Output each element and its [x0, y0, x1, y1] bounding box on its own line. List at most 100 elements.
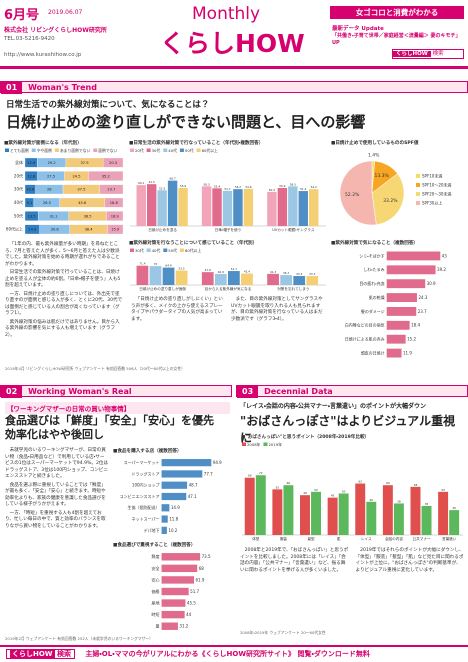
- legend-label: 40代: [152, 248, 161, 253]
- value-label: 62: [358, 480, 362, 484]
- legend-label: 60代以上: [202, 148, 218, 153]
- value-label: 20.3: [109, 161, 117, 165]
- category-label: 量: [156, 623, 160, 629]
- bar: [161, 622, 178, 630]
- value-label: 55.9: [279, 184, 285, 188]
- legend-swatch: [163, 248, 168, 252]
- value-label: 23.7: [107, 188, 115, 192]
- paragraph: 食品を選ぶ際に重視していることでは「鮮度」が最も多く、「安全」「安心」と続きます…: [5, 482, 106, 508]
- bar: [280, 275, 293, 285]
- bar: [283, 485, 294, 535]
- bar: [162, 267, 175, 285]
- value-label: 24.3: [418, 295, 427, 300]
- value-label: 60: [287, 481, 291, 485]
- bar-segment: [88, 171, 124, 181]
- paragraph: 2008年と2019年で、「おばさんっぽい」と思うポイントを比較しました。200…: [240, 548, 349, 573]
- value-label: 51.7: [224, 187, 230, 191]
- category-label: 鮮度: [152, 553, 160, 559]
- value-label: 51.4: [300, 187, 306, 191]
- legend-label: あまり面倒でない: [60, 148, 91, 153]
- value-label: 31.2: [179, 624, 188, 629]
- value-label: 14.9: [28, 228, 37, 232]
- legend-label: SPF20〜30未満: [422, 191, 451, 197]
- bar: [161, 610, 185, 619]
- update-text: 「共働き・子育て世帯／家庭経営＜流量編＞ 妻のキモチ」UP: [332, 33, 461, 46]
- bar: [393, 503, 404, 535]
- legend-label: SPF30以上: [422, 200, 442, 206]
- bar: [277, 187, 288, 226]
- bar: [167, 180, 178, 226]
- value-label: 37.9: [81, 161, 90, 165]
- bar: [386, 251, 441, 261]
- category-label: 時短: [152, 611, 160, 617]
- chart: ■食品を購入する店（複数回答） スーパーマーケット 94.9 ドラッグストア 77.7 1…: [113, 447, 222, 534]
- body-text: 「日焼け止めの塗り直しがしにくい」という声が多く、メイクの上から使えるスプレータ…: [131, 297, 325, 325]
- footer-search[interactable]: くらしHOW 検索: [6, 649, 75, 659]
- value-label: 71.4: [139, 262, 145, 266]
- category-label: 対策を忘れてしまう: [277, 286, 309, 291]
- subheading: 「レイス・会話の内容・公共マナー・言葉遣い」のポイントが大幅ダウン: [240, 403, 426, 410]
- bar: [161, 515, 168, 523]
- legend-swatch: [54, 148, 59, 152]
- headline: "おばさんっぽさ"はよりビジュアル重視に: [240, 414, 456, 445]
- bar: [175, 270, 188, 285]
- category-label: 公共マナー: [413, 536, 431, 541]
- category-label: ネットスーパー: [132, 515, 160, 521]
- value-label: 58: [414, 483, 418, 487]
- chart-title: ■日焼け止めで使用しているもののSPF値: [331, 139, 419, 146]
- brand: くらしHOW: [160, 29, 305, 58]
- bar: [161, 553, 201, 561]
- category-label: デパ地下: [144, 527, 160, 533]
- value-label: 47.6: [205, 268, 211, 272]
- category-label: 会話の内容: [385, 536, 403, 541]
- category-label: しわ・たるみ: [363, 266, 384, 272]
- value-label: 48.7: [189, 483, 198, 488]
- value-label: 16.9: [111, 214, 120, 218]
- value-label: 40: [370, 498, 374, 502]
- headline: 食品選びは「鮮度」「安全」「安心」を優先 効率化はやや後回し: [5, 414, 214, 442]
- category-label: シミ・そばかす: [359, 252, 384, 258]
- legend-swatch: [31, 148, 36, 152]
- legend-label: やや面倒: [37, 148, 52, 153]
- value-label: 52.2%: [345, 192, 360, 198]
- category-label: 肌: [337, 536, 341, 541]
- bar: [161, 564, 198, 573]
- bar: [161, 492, 187, 501]
- value-label: 12.6: [27, 161, 36, 165]
- value-label: 30.9: [427, 281, 436, 286]
- legend-swatch: [93, 148, 98, 152]
- value-label: 14.9: [171, 505, 180, 510]
- url: http://www.kurashihow.co.jp: [4, 52, 82, 58]
- body-text: 未就学児のいるワーキングマザーが、日常の買い物（食品・日用品など）で利用している…: [5, 448, 109, 532]
- value-label: 50: [342, 490, 346, 494]
- section-number: 03: [237, 386, 259, 398]
- category-label: 言葉遣い: [442, 536, 457, 541]
- bar: [157, 190, 167, 226]
- bar: [161, 481, 188, 489]
- bar: [255, 475, 266, 535]
- bar: [338, 493, 349, 535]
- search-box[interactable]: くらしHOW 検索: [392, 49, 464, 59]
- value-label: 40.9: [218, 270, 224, 274]
- bar: [267, 273, 279, 285]
- section-number: 02: [1, 386, 23, 398]
- value-label: 30: [452, 506, 456, 510]
- category-label: 産地: [152, 599, 160, 605]
- issue: 6月号: [4, 8, 40, 23]
- paragraph: また、目の紫外線対策としてサングラスやUVカット眼鏡を取り入れる人も見られますが…: [231, 297, 323, 322]
- value-label: 68: [199, 566, 205, 571]
- category-label: 日焼け止めを塗る: [148, 227, 177, 232]
- footer: くらしHOW 検索 主婦・OL・ママの今がリアルにわかる《くらしHOW研究所サイ…: [0, 645, 468, 662]
- value-label: 39.2: [437, 267, 446, 272]
- note: 2019年2月 ウェブアンケート 有効回答数 252人（未就学児のいるワーキング…: [5, 636, 153, 641]
- legend-swatch: [416, 192, 420, 196]
- bar: [161, 599, 186, 607]
- bar: [300, 495, 310, 535]
- bar: [243, 188, 254, 226]
- value-label: 31.1: [49, 214, 57, 218]
- section-header: 01 Woman's Trend: [0, 81, 468, 94]
- value-label: 94.9: [213, 460, 222, 465]
- category-label: 60代以上: [6, 226, 23, 232]
- bar: [161, 587, 189, 596]
- headline: 日焼け止めの塗り直しができない問題と、目への影響: [6, 113, 366, 131]
